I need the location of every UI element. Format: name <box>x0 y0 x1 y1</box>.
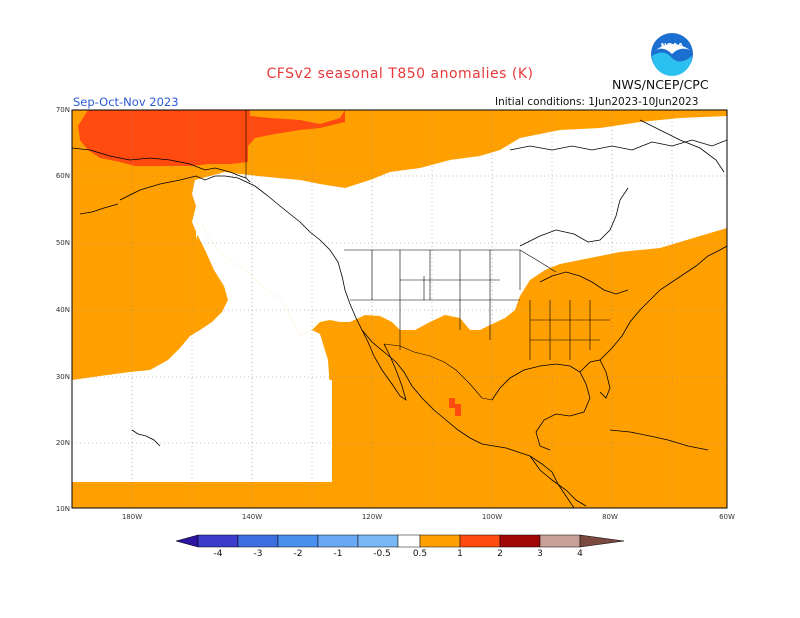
lat-label-50n: 50N <box>56 239 70 247</box>
lon-label-60w: 60W <box>719 513 735 521</box>
season-label: Sep-Oct-Nov 2023 <box>73 95 179 109</box>
lon-label-140w: 140W <box>242 513 262 521</box>
colorbar-bin-neutral <box>397 534 421 548</box>
lat-label-30n: 30N <box>56 373 70 381</box>
initial-conditions-label: Initial conditions: 1Jun2023-10Jun2023 <box>495 96 699 108</box>
coast-hudson <box>519 187 629 247</box>
lat-label-60n: 60N <box>56 172 70 180</box>
coastlines <box>72 119 727 508</box>
lat-label-10n: 10N <box>56 505 70 513</box>
colorbar-label-m1: -1 <box>334 549 343 559</box>
coast-caribbean <box>609 429 709 451</box>
lon-label-80w: 80W <box>602 513 618 521</box>
coast-alaska-north <box>72 147 251 183</box>
colorbar: -4 -3 -2 -1 -0.5 0.5 1 2 3 4 <box>175 534 625 559</box>
colorbar-label-p3: 3 <box>537 549 543 559</box>
organization-label: NWS/NCEP/CPC <box>612 77 709 92</box>
lon-label-100w: 100W <box>482 513 502 521</box>
coast-alaska-south <box>119 175 301 223</box>
coast-baja <box>361 329 407 401</box>
colorbar-label-m05: -0.5 <box>373 549 391 559</box>
borders <box>245 110 610 401</box>
colorbar-label-p05: 0.5 <box>413 549 427 559</box>
coast-greenland <box>639 119 725 173</box>
lat-label-20n: 20N <box>56 439 70 447</box>
colorbar-label-p4: 4 <box>577 549 583 559</box>
anomaly-field-1-2-mexico-2 <box>455 404 461 416</box>
border-us-mexico <box>383 343 493 401</box>
colorbar-low-arrow <box>175 534 199 548</box>
coast-central-america <box>529 455 587 507</box>
map-frame <box>71 109 728 509</box>
lat-label-70n: 70N <box>56 106 70 114</box>
longitude-labels: 180W 140W 120W 100W 80W 60W <box>122 513 735 521</box>
neutral-region-canada-west <box>192 116 727 336</box>
colorbar-label-p2: 2 <box>497 549 503 559</box>
colorbar-bin-2 <box>237 534 279 548</box>
coast-east <box>599 245 727 361</box>
coast-arctic-islands <box>509 139 727 151</box>
colorbar-bin-9 <box>539 534 581 548</box>
state-lines <box>350 250 610 360</box>
coast-gulf-mexico <box>491 363 591 451</box>
colorbar-bin-7 <box>459 534 501 548</box>
noaa-logo-text: NOAA <box>661 42 684 50</box>
coast-florida <box>579 359 611 399</box>
neutral-region-north-pacific <box>196 192 225 240</box>
colorbar-label-m2: -2 <box>294 549 303 559</box>
lon-label-180w: 180W <box>122 513 142 521</box>
colorbar-label-m4: -4 <box>214 549 223 559</box>
coast-great-lakes <box>539 271 629 295</box>
anomaly-field-1-2-mexico <box>449 398 455 408</box>
latitude-labels: 70N 60N 50N 40N 30N 20N 10N <box>56 106 70 513</box>
colorbar-label-p1: 1 <box>457 549 463 559</box>
coast-hawaii <box>131 429 161 447</box>
map-title: CFSv2 seasonal T850 anomalies (K) <box>266 66 534 82</box>
colorbar-label-m3: -3 <box>254 549 263 559</box>
lon-label-120w: 120W <box>362 513 382 521</box>
colorbar-high-arrow <box>579 534 625 548</box>
colorbar-bin-6 <box>419 534 461 548</box>
neutral-region-pacific-south <box>72 380 332 482</box>
anomaly-field-1-2-arctic <box>78 110 345 166</box>
colorbar-bin-8 <box>499 534 541 548</box>
colorbar-bin-5 <box>357 534 399 548</box>
coast-pacific-nw <box>299 221 575 508</box>
map-field <box>72 110 727 508</box>
colorbar-bin-1 <box>197 534 239 548</box>
colorbar-bin-4 <box>317 534 359 548</box>
lat-label-40n: 40N <box>56 306 70 314</box>
coast-aleutians <box>79 203 119 215</box>
noaa-logo: NOAA <box>651 33 693 76</box>
colorbar-bin-3 <box>277 534 319 548</box>
